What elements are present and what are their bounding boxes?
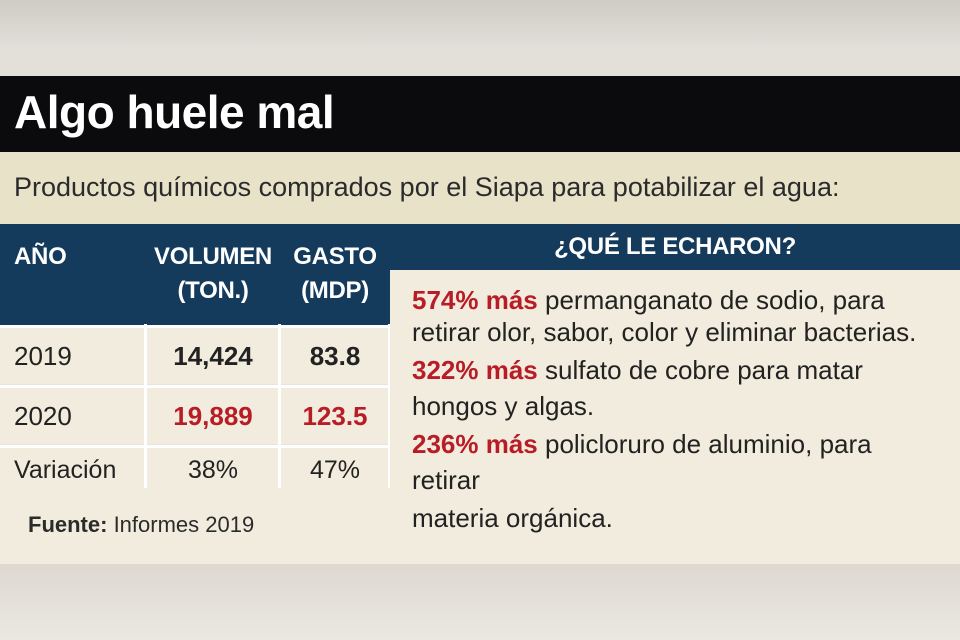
header-spend-line2: (MDP): [301, 277, 369, 304]
bottom-fade: [0, 564, 960, 640]
header-volume: VOLUMEN (TON.): [146, 224, 280, 326]
row-divider: [0, 325, 390, 328]
header-spend-line1: GASTO: [293, 243, 377, 270]
item-line: 236% más policloruro de aluminio, para: [412, 428, 872, 460]
item-highlight: 322% más: [412, 355, 538, 385]
item-text: policloruro de aluminio, para: [537, 429, 872, 459]
header-year-label: AÑO: [14, 243, 67, 270]
item-highlight: 574% más: [412, 285, 538, 315]
volume-cell: 38%: [187, 456, 239, 484]
source-area: Fuente: Informes 2019: [0, 488, 390, 564]
item-line: 574% más permanganato de sodio, para: [412, 284, 885, 316]
source-label: Fuente:: [28, 512, 108, 537]
column-divider: [278, 324, 281, 488]
header-spend: GASTO (MDP): [280, 224, 390, 326]
header-year: AÑO: [0, 224, 146, 326]
table-row: 2019 14,424 83.8: [0, 328, 390, 384]
page-title: Algo huele mal: [14, 86, 335, 138]
header-volume-line1: VOLUMEN: [154, 243, 272, 270]
panel-heading-label: ¿QUÉ LE ECHARON?: [554, 233, 796, 260]
row-label: 2020: [14, 401, 72, 431]
row-divider: [0, 385, 390, 388]
volume-cell: 14,424: [173, 341, 253, 371]
item-text: sulfato de cobre para matar: [537, 355, 863, 385]
spend-cell: 83.8: [309, 341, 361, 371]
header-volume-line2: (TON.): [177, 277, 249, 304]
subtitle: Productos químicos comprados por el Siap…: [14, 172, 840, 202]
table-row: Variación 38% 47%: [0, 448, 390, 488]
item-line: 322% más sulfato de cobre para matar: [412, 354, 863, 386]
row-label: Variación: [14, 456, 117, 484]
source-text: Informes 2019: [107, 512, 255, 537]
source-note: Fuente: Informes 2019: [28, 512, 254, 538]
row-divider: [0, 445, 390, 448]
item-line: hongos y algas.: [412, 391, 595, 421]
item-text: permanganato de sodio, para: [537, 285, 885, 315]
column-divider: [388, 324, 391, 564]
volume-cell: 19,889: [173, 401, 253, 431]
item-line: retirar: [412, 465, 480, 495]
panel-heading: ¿QUÉ LE ECHARON?: [390, 224, 960, 270]
row-label: 2019: [14, 341, 72, 371]
item-line: materia orgánica.: [412, 503, 613, 533]
table-row: 2020 19,889 123.5: [0, 388, 390, 444]
spend-cell: 123.5: [302, 401, 368, 431]
spend-cell: 47%: [309, 456, 361, 484]
title-bar: Algo huele mal: [0, 76, 960, 152]
item-highlight: 236% más: [412, 429, 538, 459]
subtitle-band: Productos químicos comprados por el Siap…: [0, 152, 960, 224]
column-divider: [144, 324, 147, 488]
chemicals-panel: 574% más permanganato de sodio, para ret…: [390, 270, 960, 564]
item-line: retirar olor, sabor, color y eliminar ba…: [412, 317, 917, 347]
